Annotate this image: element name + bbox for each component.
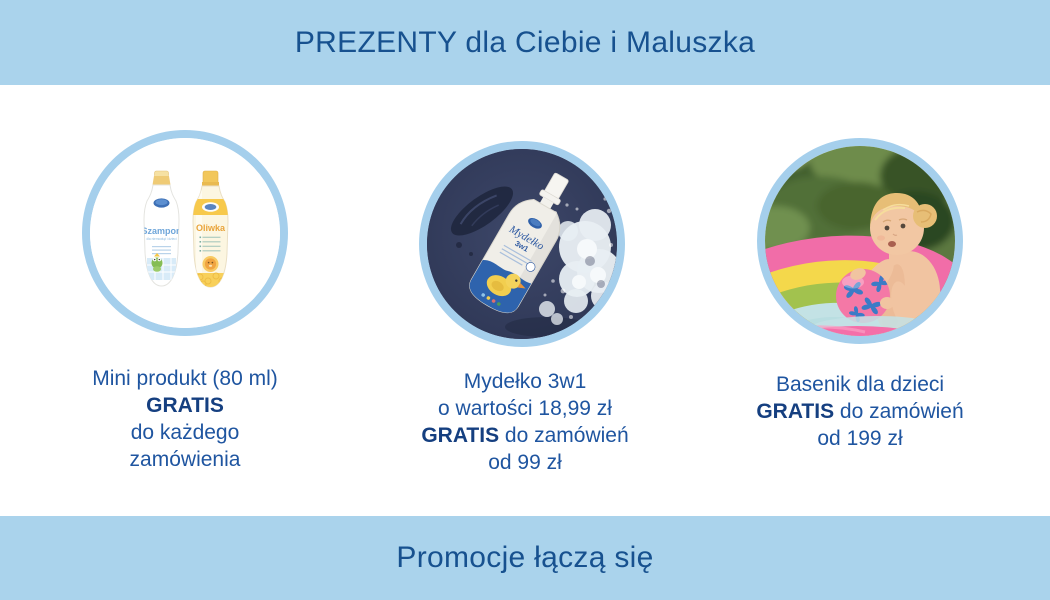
mini-bottles-illustration: Szampon dla niemowląt i dzieci <box>90 138 280 328</box>
oil-bottle: Oliwka <box>192 170 229 288</box>
header-banner: PREZENTY dla Ciebie i Maluszka <box>0 0 1050 85</box>
caption-line: Mydełko 3w1 <box>463 370 587 393</box>
child-hand-right <box>880 297 894 309</box>
pool-photo-illustration <box>765 146 955 336</box>
duck-illustration <box>486 273 526 297</box>
frog-crown <box>154 253 160 257</box>
caption-line: od 99 zł <box>488 451 562 474</box>
caption-line: GRATIS do zamówień <box>756 400 964 423</box>
oil-ingredient-lines <box>199 236 221 252</box>
offer-caption-mini-product: Mini produkt (80 ml) GRATIS do każdego z… <box>35 365 335 473</box>
shampoo-label: Szampon <box>141 226 181 236</box>
soap-bottle: Mydełko 3w1 <box>464 172 569 320</box>
footer-banner: Promocje łączą się <box>0 516 1050 600</box>
child-head <box>870 201 924 255</box>
caption-line: zamówienia <box>129 448 241 471</box>
caption-line: Basenik dla dzieci <box>775 373 945 396</box>
shampoo-bottle: Szampon dla niemowląt i dzieci <box>141 170 181 287</box>
caption-line: od 199 zł <box>817 427 903 450</box>
shampoo-sublabel: dla niemowląt i dzieci <box>146 237 176 241</box>
child-hair <box>870 193 924 230</box>
caption-line: GRATIS do zamówień <box>421 424 629 447</box>
gel-smear <box>450 186 514 236</box>
caption-line: do każdego <box>130 421 240 444</box>
caption-line: Mini produkt (80 ml) <box>92 367 278 390</box>
child-arm-right <box>891 281 913 327</box>
offer-caption-soap: Mydełko 3w1 o wartości 18,99 zł GRATIS d… <box>375 368 675 476</box>
soap-photo-illustration: Mydełko 3w1 <box>427 149 617 339</box>
ball-butterflies <box>844 274 890 322</box>
oil-label: Oliwka <box>196 223 226 233</box>
caption-line: o wartości 18,99 zł <box>438 397 612 420</box>
caption-line: GRATIS <box>146 394 224 417</box>
offer-caption-pool: Basenik dla dzieci GRATIS do zamówień od… <box>710 371 1010 452</box>
age-badge <box>525 262 536 272</box>
footer-title: Promocje łączą się <box>396 541 654 574</box>
offer-photo-soap: Mydełko 3w1 <box>419 141 625 347</box>
child-hand-left <box>850 268 866 280</box>
offer-photo-mini-bottles: Szampon dla niemowląt i dzieci <box>82 130 288 336</box>
offer-photo-pool <box>757 138 963 344</box>
page-title: PREZENTY dla Ciebie i Maluszka <box>294 25 756 59</box>
